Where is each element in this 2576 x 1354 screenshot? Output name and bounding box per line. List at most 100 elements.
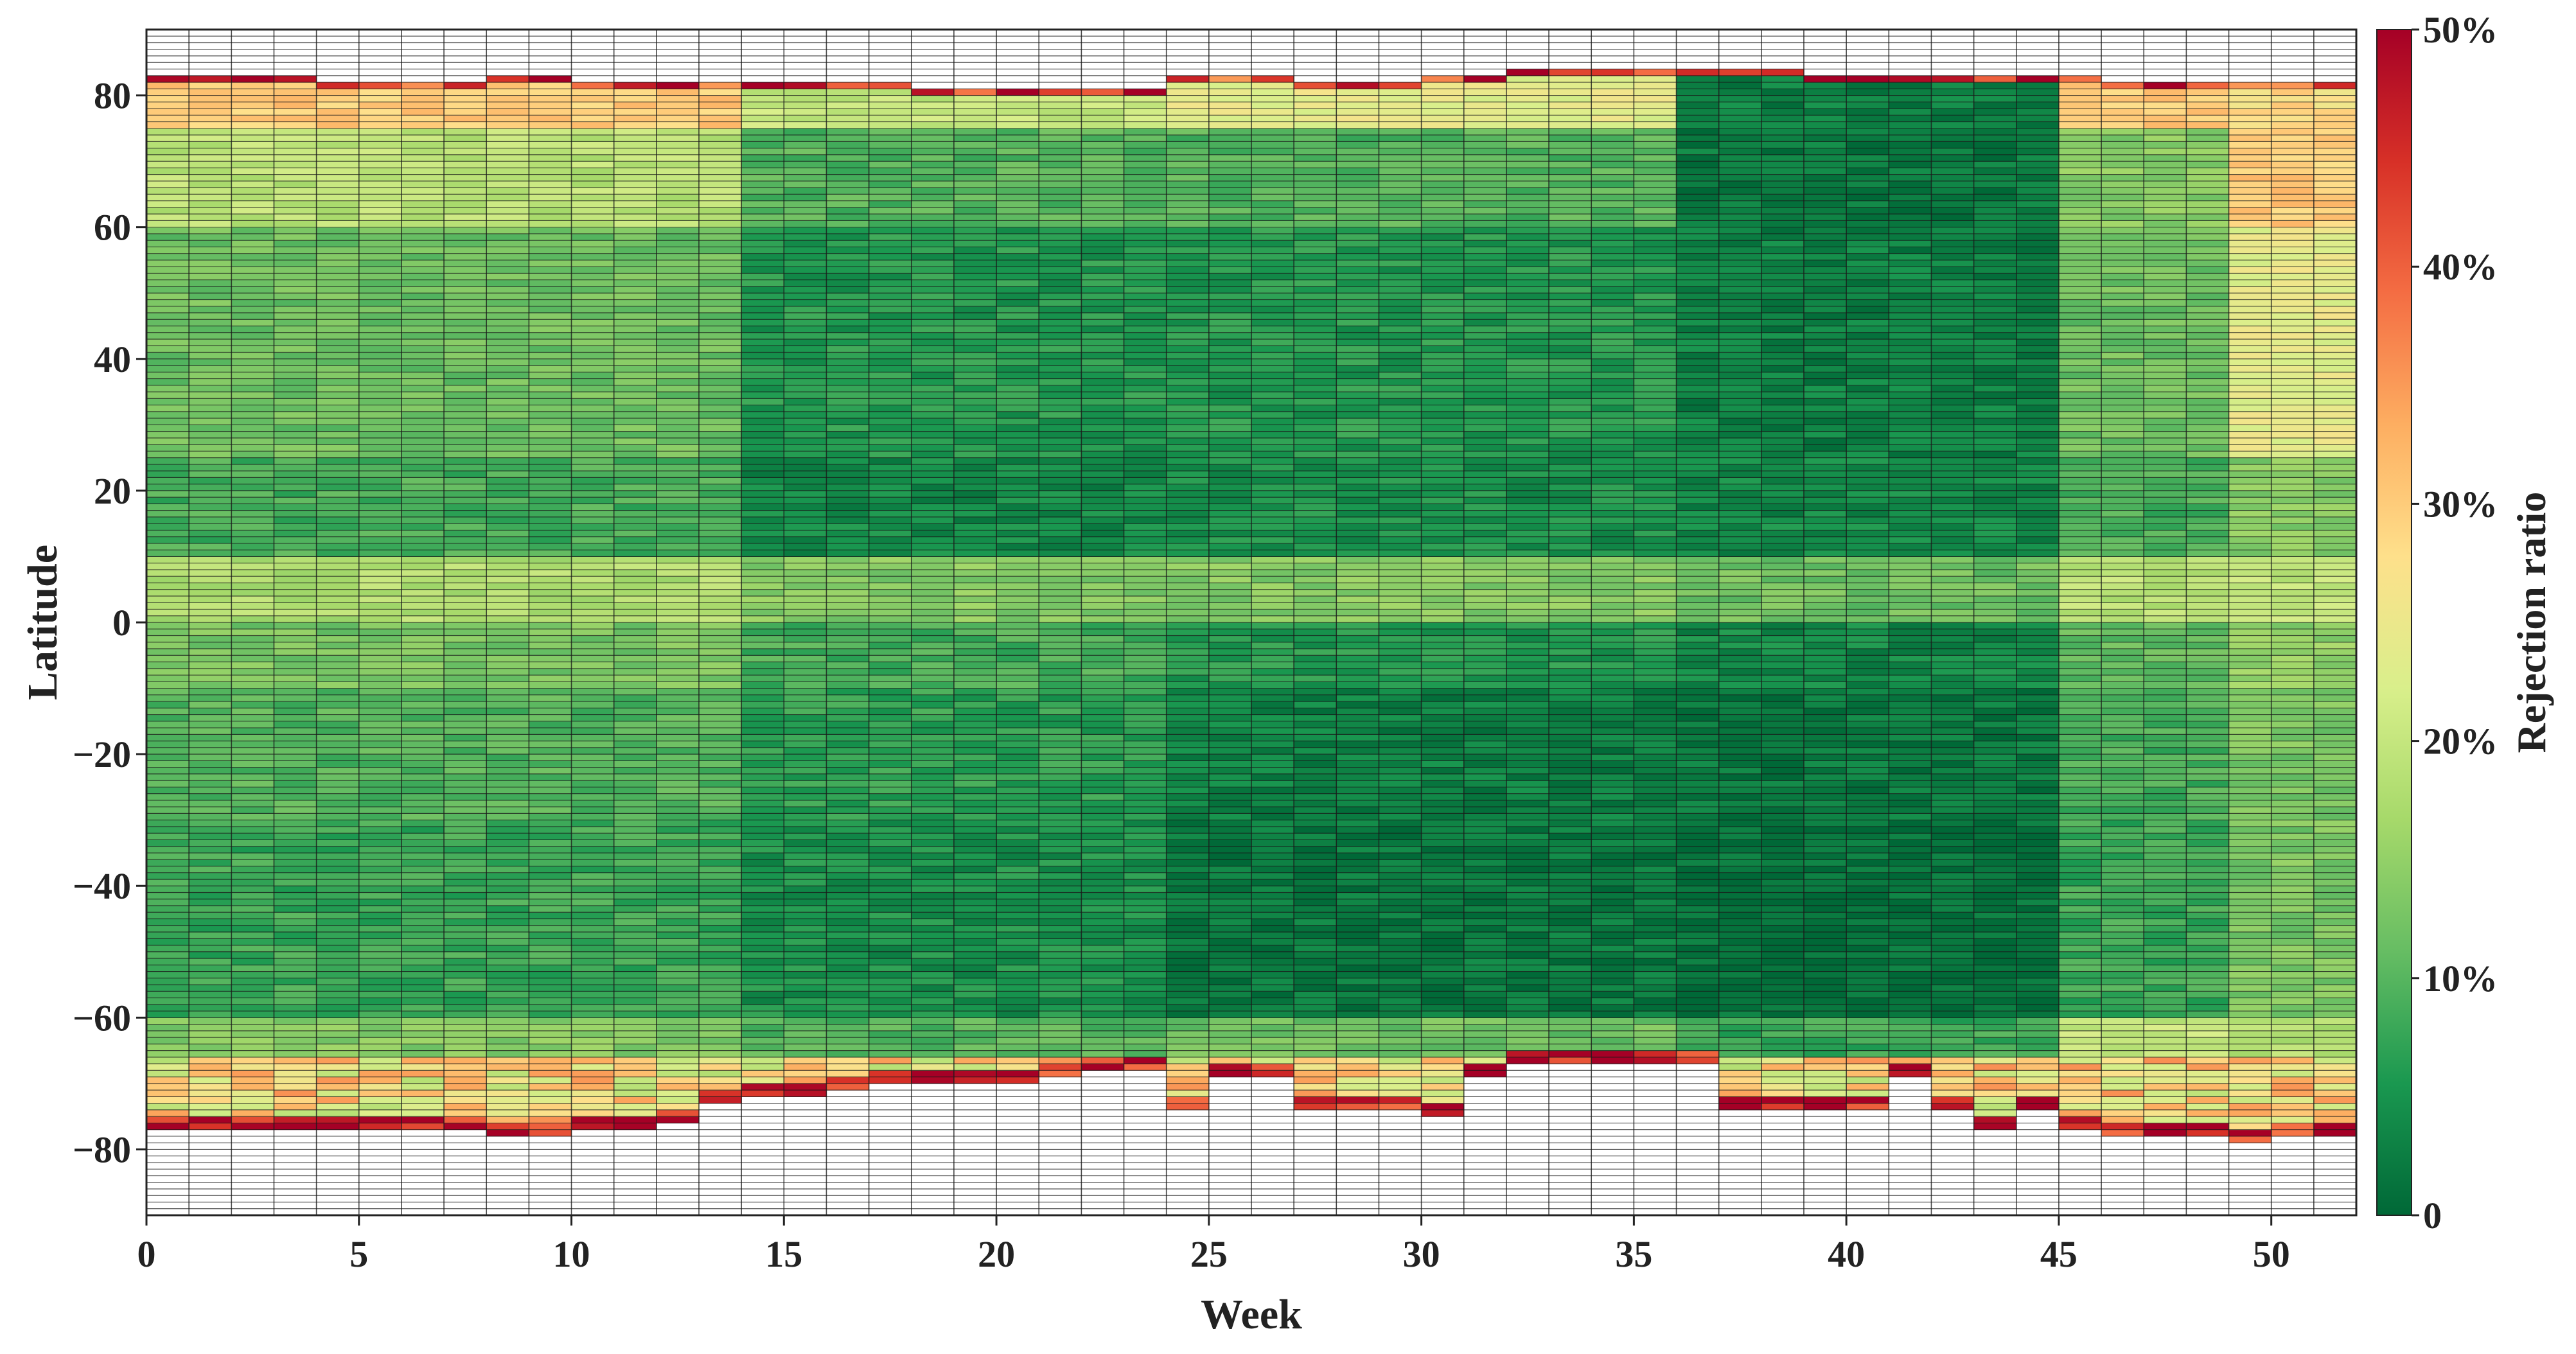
heatmap-cell: [613, 299, 657, 307]
heatmap-cell: [401, 168, 445, 175]
heatmap-cell: [613, 938, 657, 946]
heatmap-cell: [529, 135, 572, 142]
heatmap-cell: [1251, 925, 1294, 933]
heatmap-cell: [996, 807, 1039, 814]
heatmap-cell: [826, 1070, 870, 1078]
heatmap-cell: [146, 1057, 190, 1064]
heatmap-cell: [996, 457, 1039, 465]
heatmap-cell: [911, 563, 955, 570]
heatmap-cell: [784, 563, 827, 570]
heatmap-cell: [1039, 504, 1082, 511]
heatmap-cell: [444, 95, 487, 103]
heatmap-cell: [699, 267, 742, 274]
heatmap-cell: [741, 945, 784, 953]
heatmap-cell: [274, 826, 317, 834]
heatmap-cell: [1081, 1030, 1125, 1038]
heatmap-cell: [1294, 958, 1337, 965]
heatmap-cell: [189, 293, 232, 300]
heatmap-cell: [571, 602, 615, 610]
heatmap-cell: [911, 306, 955, 313]
heatmap-cell: [1336, 326, 1379, 333]
heatmap-cell: [1251, 800, 1294, 807]
heatmap-cell: [189, 358, 232, 366]
heatmap-cell: [1251, 82, 1294, 89]
heatmap-cell: [741, 833, 784, 840]
heatmap-cell: [316, 1024, 360, 1032]
heatmap-cell: [571, 787, 615, 795]
heatmap-cell: [1251, 971, 1294, 979]
heatmap-cell: [358, 998, 402, 1005]
heatmap-cell: [784, 747, 827, 755]
heatmap-cell: [1039, 820, 1082, 827]
heatmap-cell: [1251, 148, 1294, 155]
heatmap-cell: [1421, 1037, 1465, 1044]
heatmap-cell: [1336, 431, 1379, 439]
heatmap-cell: [826, 721, 870, 728]
heatmap-cell: [656, 846, 700, 854]
heatmap-cell: [911, 622, 955, 629]
heatmap-cell: [1039, 859, 1082, 866]
heatmap-cell: [1421, 807, 1465, 814]
heatmap-cell: [953, 767, 997, 775]
heatmap-cell: [571, 662, 615, 669]
heatmap-cell: [784, 958, 827, 965]
heatmap-cell: [1294, 398, 1337, 406]
heatmap-cell: [996, 154, 1039, 162]
heatmap-cell: [146, 694, 190, 702]
heatmap-cell: [1421, 728, 1465, 735]
heatmap-cell: [1039, 833, 1082, 840]
heatmap-cell: [1294, 925, 1337, 933]
heatmap-cell: [1081, 905, 1125, 913]
heatmap-cell: [1251, 220, 1294, 228]
heatmap-cell: [444, 464, 487, 471]
heatmap-cell: [1421, 629, 1465, 637]
heatmap-cell: [1081, 464, 1125, 471]
heatmap-cell: [529, 530, 572, 538]
heatmap-cell: [869, 985, 912, 992]
heatmap-cell: [826, 273, 870, 281]
heatmap-cell: [1379, 609, 1422, 617]
heatmap-cell: [231, 635, 274, 643]
heatmap-cell: [1336, 141, 1379, 149]
heatmap-cell: [146, 451, 190, 459]
heatmap-cell: [784, 464, 827, 471]
heatmap-cell: [1081, 240, 1125, 247]
heatmap-cell: [486, 602, 529, 610]
heatmap-cell: [189, 490, 232, 498]
heatmap-cell: [316, 1070, 360, 1078]
heatmap-cell: [274, 978, 317, 985]
heatmap-cell: [231, 892, 274, 900]
heatmap-cell: [1208, 464, 1252, 471]
heatmap-cell: [1124, 595, 1167, 603]
heatmap-cell: [826, 635, 870, 643]
heatmap-cell: [316, 484, 360, 491]
heatmap-cell: [911, 629, 955, 637]
heatmap-cell: [953, 556, 997, 564]
heatmap-cell: [613, 1096, 657, 1104]
heatmap-cell: [1251, 866, 1294, 874]
heatmap-cell: [911, 688, 955, 696]
heatmap-cell: [486, 299, 529, 307]
heatmap-cell: [358, 227, 402, 234]
heatmap-cell: [699, 398, 742, 406]
heatmap-cell: [1208, 688, 1252, 696]
heatmap-cell: [1081, 247, 1125, 254]
heatmap-cell: [996, 516, 1039, 524]
heatmap-cell: [231, 583, 274, 590]
heatmap-cell: [826, 787, 870, 795]
heatmap-cell: [1081, 319, 1125, 326]
heatmap-cell: [444, 985, 487, 992]
heatmap-cell: [1251, 965, 1294, 972]
heatmap-cell: [699, 1024, 742, 1032]
heatmap-cell: [1294, 392, 1337, 399]
heatmap-cell: [911, 385, 955, 392]
heatmap-cell: [613, 484, 657, 491]
heatmap-cell: [146, 154, 190, 162]
heatmap-cell: [656, 807, 700, 814]
heatmap-cell: [1251, 859, 1294, 866]
heatmap-cell: [571, 761, 615, 768]
heatmap-cell: [784, 497, 827, 504]
heatmap-cell: [1251, 497, 1294, 504]
heatmap-cell: [316, 200, 360, 208]
heatmap-cell: [1294, 971, 1337, 979]
